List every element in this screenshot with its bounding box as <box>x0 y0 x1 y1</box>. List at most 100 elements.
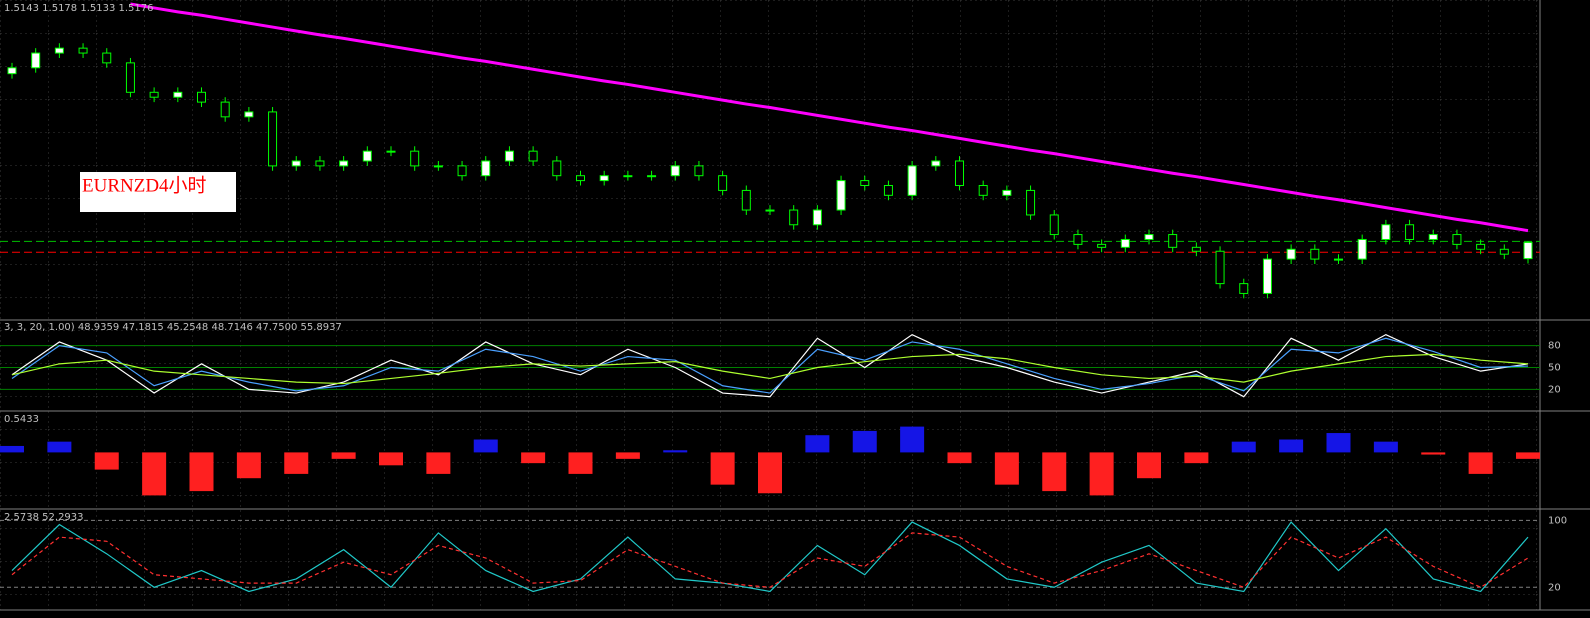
indicator-line <box>11 521 1529 593</box>
candle-body <box>955 160 964 187</box>
histogram-bar <box>284 452 309 474</box>
candle-body <box>102 52 112 64</box>
candle-body <box>268 111 278 167</box>
histogram-bar <box>1137 452 1161 479</box>
histogram-bar <box>1468 452 1493 474</box>
histogram-bar <box>1421 452 1446 455</box>
histogram-bar <box>1089 452 1114 496</box>
candle-body <box>54 47 64 54</box>
candle-body <box>623 175 633 178</box>
stoch-header: 3, 3, 20, 1.00) 48.9359 47.1815 45.2548 … <box>4 322 342 333</box>
plot: 20 50 80 20 100 <box>0 2 1567 593</box>
candle-body <box>599 175 609 182</box>
grid <box>0 0 1540 610</box>
chart-title: EURNZD4小时 <box>82 174 207 196</box>
candle-body <box>1026 189 1036 216</box>
candle-body <box>883 185 893 196</box>
candle-body <box>291 160 301 167</box>
histogram-bar <box>94 452 119 470</box>
histogram-bar <box>852 430 877 453</box>
candle-body <box>576 175 585 182</box>
y-tick-label: 80 <box>1548 341 1561 352</box>
candle-body <box>1452 234 1462 245</box>
osc-header: 2.5738 52.2933 <box>4 512 84 523</box>
candle-body <box>528 150 538 162</box>
candle-body <box>1523 241 1533 260</box>
candle-body <box>173 91 183 98</box>
candle-body <box>978 185 988 196</box>
candle-body <box>315 160 325 167</box>
candle-body <box>789 209 799 226</box>
histogram-bar <box>1231 441 1256 453</box>
histogram-bar <box>663 450 688 453</box>
histogram-bar <box>1516 452 1540 459</box>
moving-average <box>130 2 1529 233</box>
candle-body <box>244 111 254 118</box>
y-tick-label: 50 <box>1548 363 1561 374</box>
histogram-bar <box>805 435 830 453</box>
candle-body <box>1476 243 1486 250</box>
indicator-line <box>11 353 1529 385</box>
candle-body <box>718 175 728 191</box>
histogram-bar <box>568 452 593 474</box>
candle-body <box>1357 238 1367 260</box>
candle-body <box>125 62 135 93</box>
indicator-line <box>11 337 1529 394</box>
indicator-line <box>11 333 1529 398</box>
candle-body <box>812 209 822 226</box>
histogram-bar <box>1373 441 1398 453</box>
histogram-bar <box>758 452 782 494</box>
candle-body <box>504 150 514 162</box>
y-tick-label: 100 <box>1548 515 1567 526</box>
macd-header: 0.5433 <box>4 414 39 425</box>
candle-body <box>362 150 372 162</box>
candle-body <box>1002 189 1012 196</box>
candle-body <box>1239 283 1249 294</box>
candle-body <box>1499 248 1509 255</box>
candle-body <box>1310 248 1320 260</box>
candle-body <box>1097 243 1107 248</box>
candle-body <box>31 52 41 69</box>
candle-body <box>860 180 870 187</box>
candle-body <box>907 165 917 196</box>
candle-body <box>78 47 88 54</box>
histogram-bar <box>47 441 72 453</box>
histogram-bar <box>1042 452 1067 492</box>
candle-body <box>1144 234 1154 240</box>
histogram-bar <box>947 452 972 464</box>
y-tick-label: 20 <box>1548 582 1561 593</box>
candle-body <box>149 91 159 98</box>
histogram-bar <box>710 452 735 485</box>
histogram-bar <box>236 452 261 479</box>
candle-body <box>1334 258 1343 261</box>
candle-body <box>765 209 775 212</box>
candle-body <box>1381 224 1391 240</box>
histogram-bar <box>900 426 925 453</box>
candle-body <box>1168 234 1178 248</box>
candle-body <box>1286 248 1296 260</box>
histogram-bar <box>426 452 451 474</box>
histogram-bar <box>142 452 167 496</box>
histogram-bar <box>189 452 214 492</box>
candle-body <box>1049 214 1059 236</box>
histogram-bar <box>521 452 546 464</box>
candle-body <box>836 180 846 211</box>
candle-body <box>670 165 680 177</box>
candle-body <box>457 165 467 177</box>
candle-body <box>552 160 562 177</box>
candle-body <box>1215 250 1225 285</box>
price-header: 1.5143 1.5178 1.5133 1.5176 <box>4 3 154 14</box>
histogram-bar <box>615 452 640 459</box>
histogram-bar <box>331 452 356 459</box>
indicator-line <box>11 532 1529 588</box>
candle-body <box>386 150 396 153</box>
candle-body <box>481 160 491 177</box>
candle-body <box>197 91 206 103</box>
y-tick-label: 20 <box>1548 384 1561 395</box>
histogram-bar <box>473 439 498 453</box>
candle-body <box>220 101 230 118</box>
histogram-bar <box>1326 433 1351 453</box>
candle-body <box>694 165 704 177</box>
